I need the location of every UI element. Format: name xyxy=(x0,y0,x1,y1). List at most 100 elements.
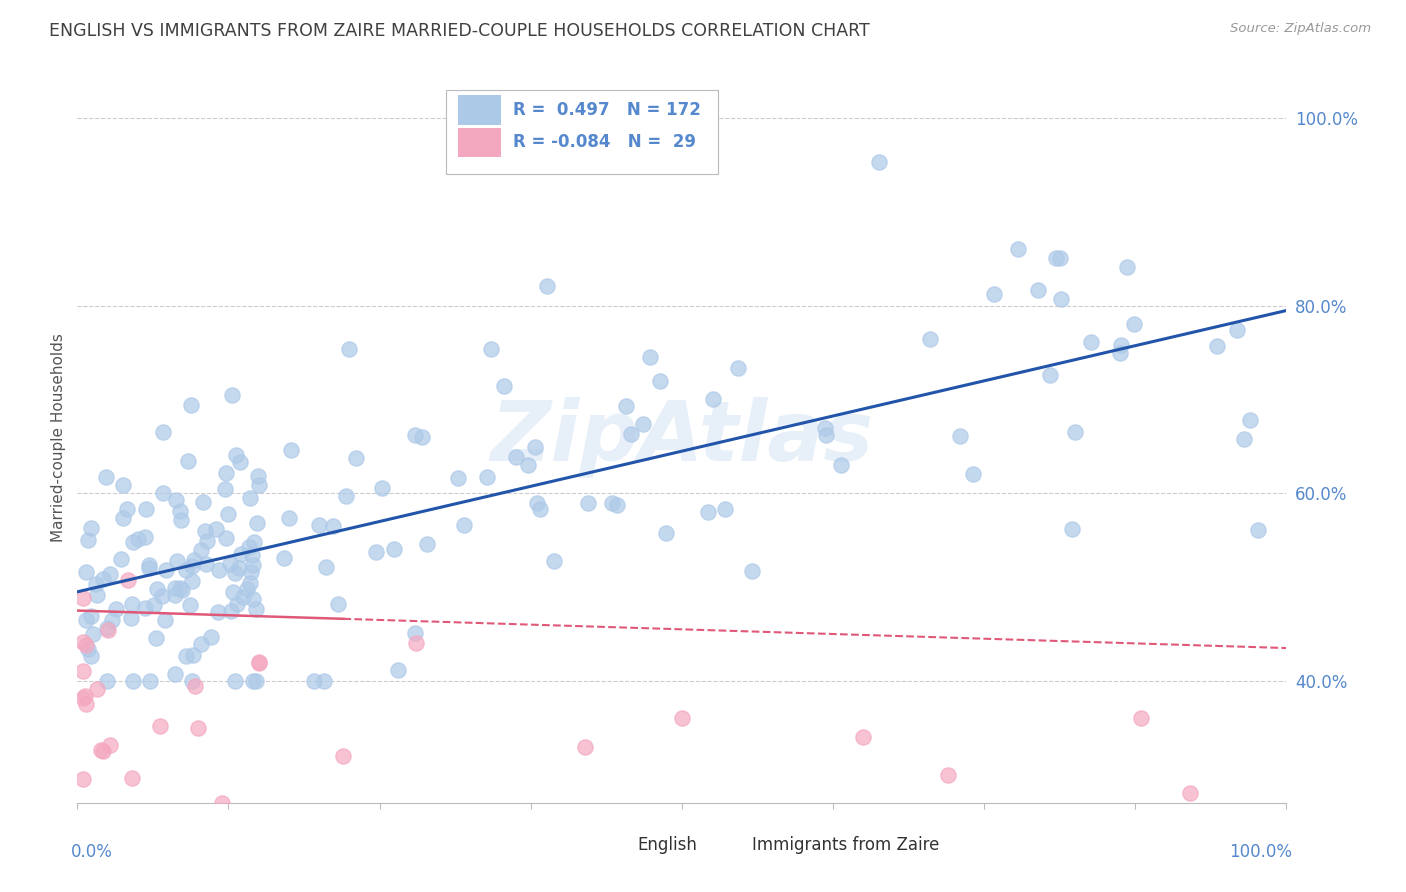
Point xyxy=(475,469,498,483)
Point xyxy=(207,605,229,619)
Point xyxy=(169,581,191,595)
Text: ZipAtlas: ZipAtlas xyxy=(491,397,873,477)
Point xyxy=(364,545,387,559)
Point xyxy=(72,591,94,606)
Point xyxy=(82,627,104,641)
Text: Immigrants from Zaire: Immigrants from Zaire xyxy=(752,836,939,855)
Point xyxy=(226,598,249,612)
Point xyxy=(247,478,270,492)
Point xyxy=(145,582,167,596)
Point xyxy=(221,388,243,402)
Point xyxy=(278,511,301,525)
Point xyxy=(120,610,142,624)
Point xyxy=(335,489,357,503)
Point xyxy=(1123,317,1146,331)
Point xyxy=(111,511,134,525)
Point xyxy=(245,673,267,688)
Point xyxy=(240,549,263,563)
Point xyxy=(180,398,202,412)
Point xyxy=(830,458,852,472)
Point xyxy=(225,449,247,463)
Point xyxy=(190,543,212,558)
Point xyxy=(110,552,132,566)
Point xyxy=(181,574,204,589)
Point xyxy=(101,613,124,627)
Point xyxy=(576,496,599,510)
Text: R = -0.084   N =  29: R = -0.084 N = 29 xyxy=(513,133,696,152)
Point xyxy=(312,673,335,688)
Point xyxy=(224,566,246,581)
Point xyxy=(920,333,942,347)
Point xyxy=(1007,242,1029,256)
Point xyxy=(600,496,623,510)
Text: R =  0.497   N = 172: R = 0.497 N = 172 xyxy=(513,101,700,120)
Point xyxy=(228,561,250,575)
Point xyxy=(411,430,433,444)
Point xyxy=(714,501,737,516)
Point xyxy=(184,679,207,693)
Point xyxy=(91,743,114,757)
FancyBboxPatch shape xyxy=(458,95,501,125)
Point xyxy=(195,534,218,549)
Point xyxy=(481,343,503,357)
Point xyxy=(494,379,516,393)
Point xyxy=(163,588,186,602)
Point xyxy=(145,632,167,646)
Point xyxy=(247,468,270,483)
Point xyxy=(1111,338,1133,352)
Point xyxy=(219,557,242,571)
Point xyxy=(138,561,160,575)
Text: Source: ZipAtlas.com: Source: ZipAtlas.com xyxy=(1230,22,1371,36)
Point xyxy=(1226,323,1249,337)
Point xyxy=(181,559,204,574)
Point xyxy=(91,572,114,586)
Point xyxy=(115,502,138,516)
Point xyxy=(176,454,198,468)
Point xyxy=(404,428,426,442)
Point xyxy=(246,516,269,531)
FancyBboxPatch shape xyxy=(458,128,501,157)
Point xyxy=(405,636,427,650)
Point xyxy=(697,505,720,519)
Point xyxy=(962,467,984,481)
Point xyxy=(166,554,188,568)
Point xyxy=(1045,251,1067,265)
Point xyxy=(727,361,749,376)
Point xyxy=(505,450,527,465)
Point xyxy=(322,519,344,533)
Point xyxy=(243,535,266,549)
Point xyxy=(72,664,94,678)
Text: 100.0%: 100.0% xyxy=(1229,843,1292,861)
Point xyxy=(371,481,394,495)
Point xyxy=(1130,711,1153,725)
FancyBboxPatch shape xyxy=(718,833,745,858)
Point xyxy=(138,558,160,572)
Point xyxy=(96,621,118,635)
Point xyxy=(165,666,187,681)
Point xyxy=(75,697,97,711)
Point xyxy=(526,496,548,510)
Point xyxy=(1050,293,1073,307)
Point xyxy=(273,550,295,565)
Point xyxy=(98,567,121,582)
Point xyxy=(153,613,176,627)
Point xyxy=(606,498,628,512)
Point xyxy=(174,563,197,577)
Text: 0.0%: 0.0% xyxy=(72,843,112,861)
Point xyxy=(814,427,837,442)
Point xyxy=(150,589,173,603)
Point xyxy=(536,279,558,293)
Point xyxy=(121,597,143,611)
Point xyxy=(183,553,205,567)
Point xyxy=(1247,523,1270,537)
Point xyxy=(170,513,193,527)
Point xyxy=(1233,432,1256,446)
Point xyxy=(127,533,149,547)
Point xyxy=(315,559,337,574)
Point xyxy=(165,492,187,507)
Point xyxy=(122,673,145,688)
Point xyxy=(77,533,100,547)
Point xyxy=(134,601,156,615)
Point xyxy=(96,623,118,637)
Text: ENGLISH VS IMMIGRANTS FROM ZAIRE MARRIED-COUPLE HOUSEHOLDS CORRELATION CHART: ENGLISH VS IMMIGRANTS FROM ZAIRE MARRIED… xyxy=(49,22,870,40)
